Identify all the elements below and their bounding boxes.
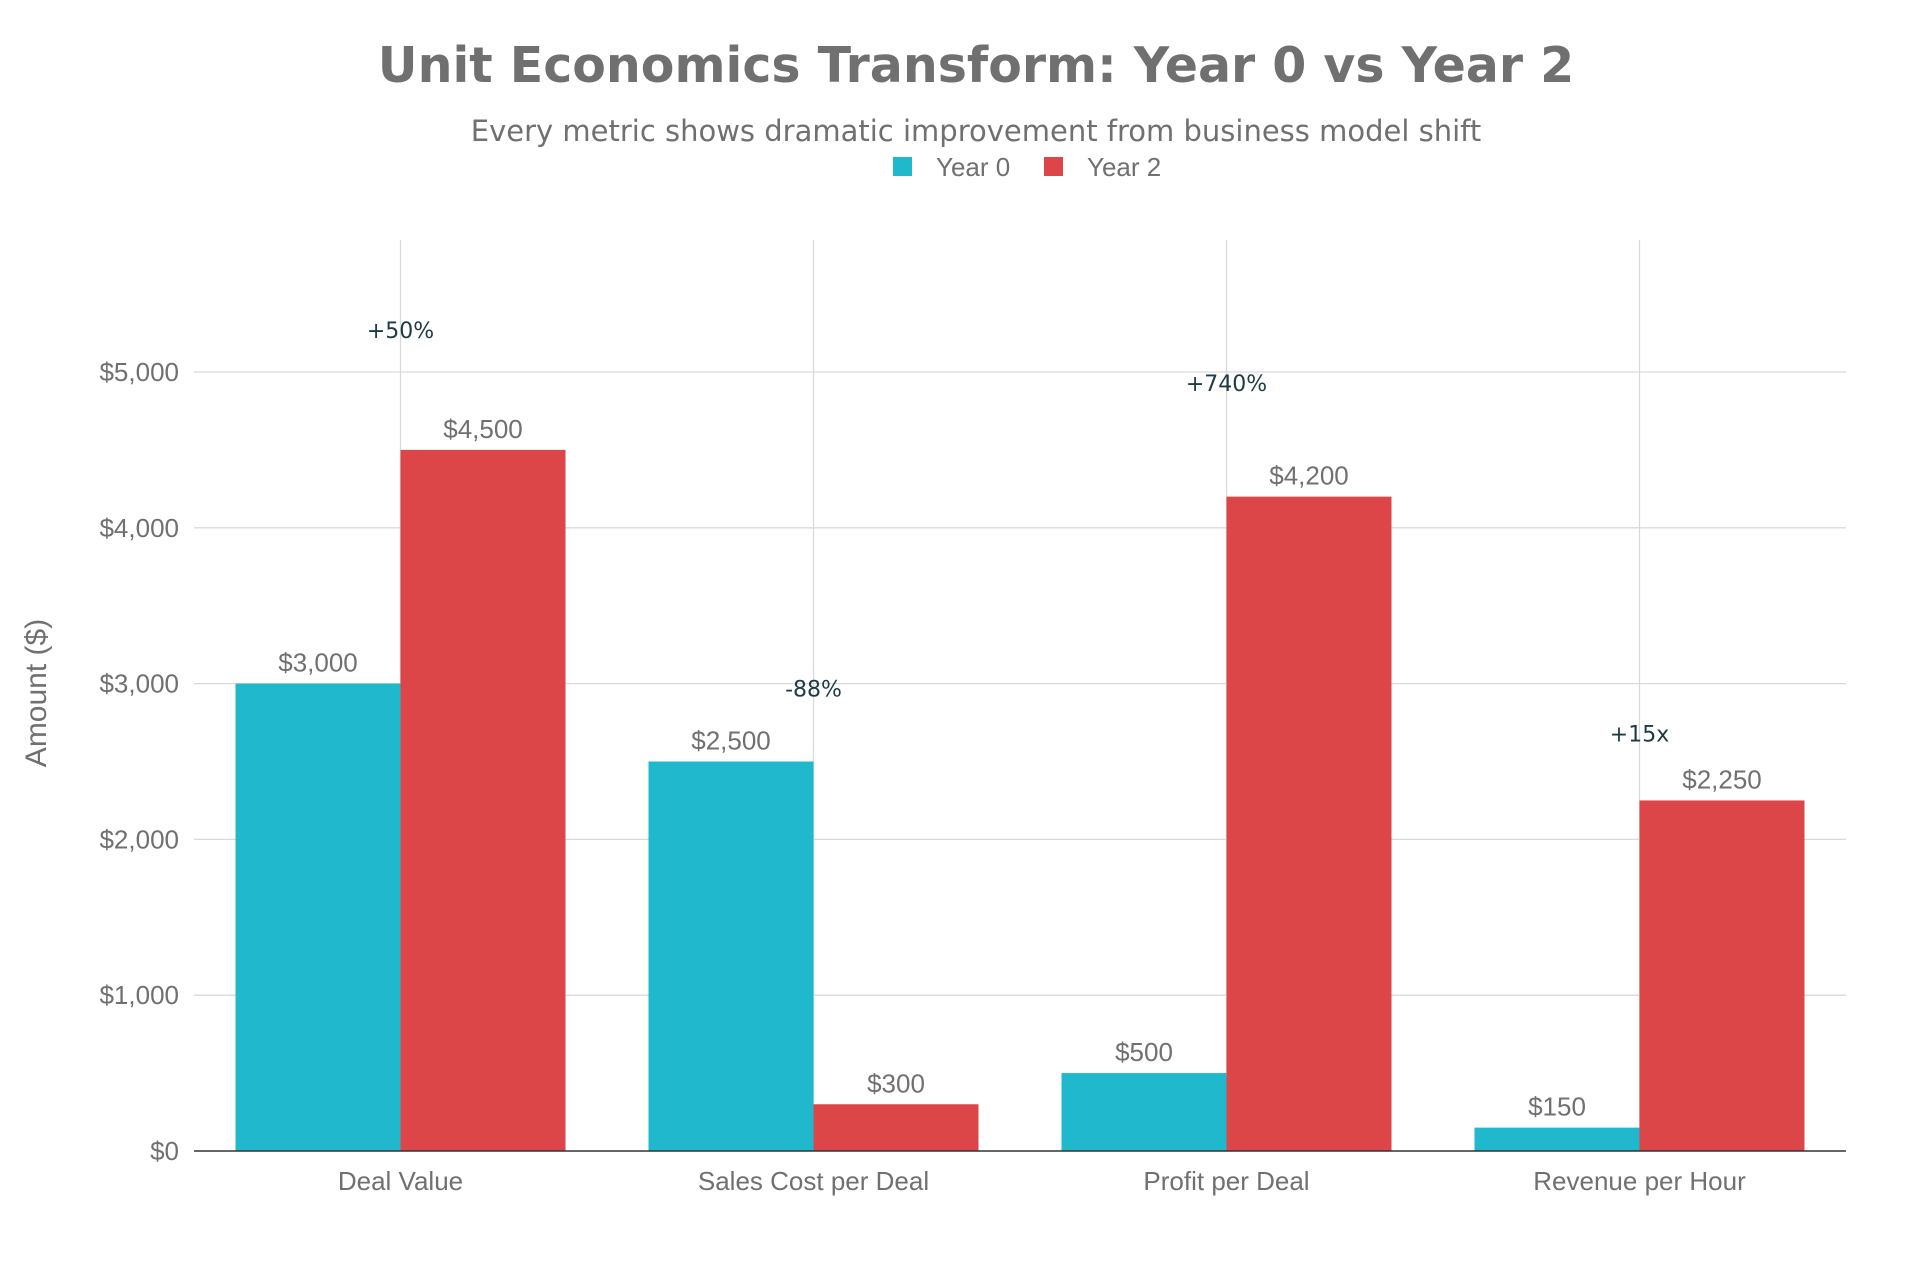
y-tick-label: $5,000	[99, 357, 179, 387]
bar-year0-3	[1474, 1127, 1640, 1151]
data-labels: $3,000 $2,500 $500 $150 $4,500 $300 $4,200 $2,2…	[278, 414, 1762, 1122]
data-label: $3,000	[278, 648, 358, 678]
bar-year2-1	[813, 1104, 979, 1151]
legend-label: Year 2	[1087, 152, 1161, 182]
bar-year2-3	[1639, 800, 1805, 1151]
bar-year0-0	[235, 683, 401, 1151]
legend-swatch-year2	[1044, 157, 1063, 176]
chart-subtitle: Every metric shows dramatic improvement …	[471, 114, 1481, 148]
data-label: $2,250	[1682, 764, 1762, 794]
data-label: $300	[867, 1068, 925, 1098]
legend: Year 0 Year 2	[893, 152, 1161, 182]
data-label: $4,200	[1269, 461, 1349, 491]
annotation-change: +50%	[367, 319, 434, 344]
data-label: $500	[1115, 1037, 1173, 1067]
bar-year2-0	[400, 449, 566, 1151]
x-tick-label: Profit per Deal	[1143, 1166, 1309, 1196]
bars	[235, 449, 1805, 1151]
y-tick-label: $1,000	[99, 980, 179, 1010]
x-tick-label: Revenue per Hour	[1533, 1166, 1746, 1196]
y-axis-label: Amount ($)	[20, 619, 53, 767]
y-tick-label: $3,000	[99, 669, 179, 699]
y-axis: $0 $1,000 $2,000 $3,000 $4,000 $5,000	[99, 357, 179, 1166]
annotation-change: -88%	[785, 677, 842, 702]
annotation-change: +15x	[1610, 722, 1669, 747]
annotation-change: +740%	[1186, 372, 1267, 397]
chart-title: Unit Economics Transform: Year 0 vs Year…	[378, 37, 1574, 94]
legend-swatch-year0	[893, 157, 912, 176]
bar-year0-1	[648, 761, 814, 1151]
data-label: $2,500	[691, 726, 771, 756]
y-tick-label: $2,000	[99, 824, 179, 854]
bar-year2-2	[1226, 496, 1392, 1151]
y-tick-label: $0	[150, 1136, 179, 1166]
x-tick-label: Sales Cost per Deal	[698, 1166, 929, 1196]
x-axis: Deal Value Sales Cost per Deal Profit per …	[194, 1150, 1846, 1196]
data-label: $4,500	[443, 414, 523, 444]
legend-label: Year 0	[936, 152, 1010, 182]
annotations: +50% -88% +740% +15x	[367, 319, 1669, 748]
y-tick-label: $4,000	[99, 513, 179, 543]
data-label: $150	[1528, 1092, 1586, 1122]
bar-year0-2	[1061, 1073, 1227, 1151]
x-tick-label: Deal Value	[338, 1166, 463, 1196]
